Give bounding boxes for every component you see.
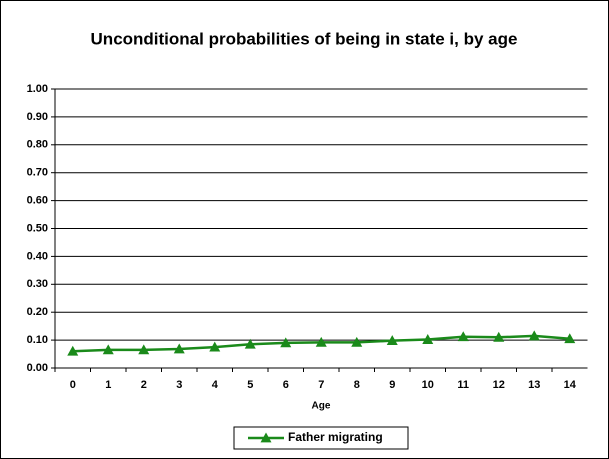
y-tick-label: 0.30 xyxy=(27,278,48,290)
x-tick-label: 6 xyxy=(283,379,289,391)
point-marker xyxy=(315,336,327,347)
x-tick-label: 2 xyxy=(141,379,147,391)
y-tick-label: 0.40 xyxy=(27,250,48,262)
x-tick-label: 0 xyxy=(70,379,76,391)
point-marker xyxy=(351,336,363,347)
x-tick-label: 7 xyxy=(318,379,324,391)
x-tick-label: 4 xyxy=(212,379,219,391)
legend-box xyxy=(233,426,409,450)
x-tick-label: 1 xyxy=(105,379,111,391)
x-tick-label: 8 xyxy=(354,379,360,391)
x-tick-label: 3 xyxy=(176,379,182,391)
point-marker xyxy=(244,338,256,349)
point-marker xyxy=(280,337,292,348)
point-marker xyxy=(528,330,540,341)
y-tick-label: 0.10 xyxy=(27,334,48,346)
y-tick-label: 0.20 xyxy=(27,306,48,318)
x-tick-label: 14 xyxy=(564,379,577,391)
x-tick-label: 13 xyxy=(528,379,540,391)
legend-label: Father migrating xyxy=(288,430,383,444)
point-marker xyxy=(422,334,434,344)
point-marker xyxy=(564,333,576,344)
y-tick-label: 0.50 xyxy=(27,222,48,234)
x-axis-label: Age xyxy=(312,401,331,412)
point-marker xyxy=(457,331,469,342)
chart-title: Unconditional probabilities of being in … xyxy=(91,29,518,48)
point-marker xyxy=(138,344,150,355)
x-tick-label: 10 xyxy=(422,379,434,391)
y-tick-label: 0.00 xyxy=(27,362,48,374)
point-marker xyxy=(209,341,221,352)
x-tick-label: 12 xyxy=(493,379,505,391)
point-marker xyxy=(102,344,114,355)
y-tick-label: 1.00 xyxy=(27,83,48,95)
x-tick-label: 5 xyxy=(247,379,253,391)
x-tick-label: 9 xyxy=(389,379,395,391)
y-tick-label: 0.80 xyxy=(27,139,48,151)
point-marker xyxy=(493,331,505,342)
x-tick-label: 11 xyxy=(457,379,469,391)
y-tick-label: 0.90 xyxy=(27,111,48,123)
y-tick-label: 0.60 xyxy=(27,195,48,207)
point-marker xyxy=(173,343,185,354)
legend-marker xyxy=(260,432,272,443)
y-tick-label: 0.70 xyxy=(27,167,48,179)
point-marker xyxy=(67,345,79,356)
point-marker xyxy=(386,335,398,346)
